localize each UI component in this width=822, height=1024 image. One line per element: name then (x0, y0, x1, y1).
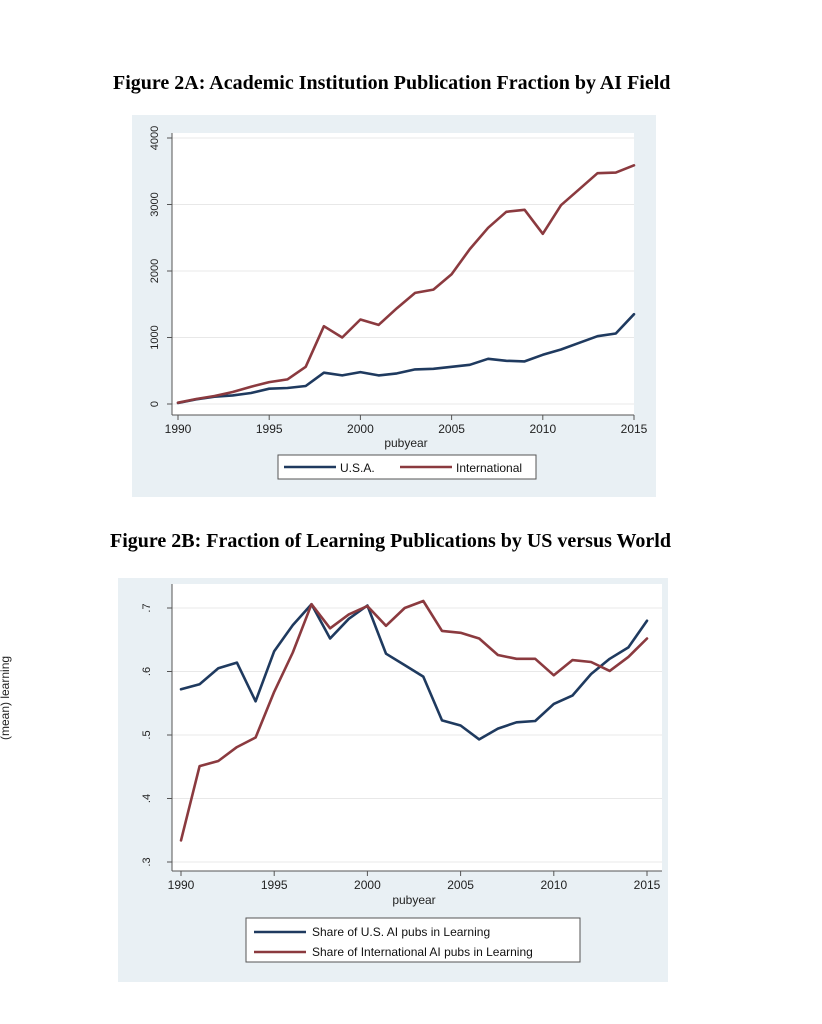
legend-label: Share of U.S. AI pubs in Learning (312, 925, 490, 939)
x-tick-label: 2015 (634, 878, 661, 892)
y-tick-label: 2000 (149, 259, 161, 283)
x-tick-label: 1995 (256, 422, 283, 436)
side-axis-label: (mean) learning (0, 655, 12, 740)
x-axis-label: pubyear (384, 436, 427, 450)
plot-area (172, 133, 634, 415)
series-line-usa (176, 312, 636, 405)
y-tick-label: 1000 (149, 325, 161, 349)
x-tick-label: 2010 (529, 422, 556, 436)
y-tick-label: .6 (141, 667, 153, 676)
x-tick-label: 2005 (447, 878, 474, 892)
legend-label: International (456, 461, 522, 475)
y-tick-label: 3000 (149, 192, 161, 216)
legend-label: Share of International AI pubs in Learni… (312, 945, 533, 959)
y-tick-label: 4000 (149, 126, 161, 150)
plot-area (172, 584, 662, 871)
x-axis-label: pubyear (392, 893, 435, 907)
y-tick-label: .3 (141, 857, 153, 866)
x-tick-label: 1995 (261, 878, 288, 892)
x-tick-label: 2000 (347, 422, 374, 436)
y-tick-label: .5 (141, 730, 153, 739)
x-tick-label: 1990 (165, 422, 192, 436)
y-tick-label: .4 (141, 794, 153, 803)
series-line-usa (179, 602, 649, 741)
x-tick-label: 2015 (621, 422, 648, 436)
series-line-international (179, 599, 649, 842)
x-tick-label: 2005 (438, 422, 465, 436)
legend-box (245, 917, 581, 963)
x-tick-label: 2000 (354, 878, 381, 892)
y-tick-label: .7 (141, 603, 153, 612)
figure-2b-title: Figure 2B: Fraction of Learning Publicat… (110, 530, 671, 552)
x-tick-label: 2010 (540, 878, 567, 892)
y-tick-label: 0 (149, 401, 161, 407)
series-line-international (176, 164, 636, 405)
legend-label: U.S.A. (340, 461, 375, 475)
x-tick-label: 1990 (168, 878, 195, 892)
figure-2a-title: Figure 2A: Academic Institution Publicat… (113, 72, 671, 94)
